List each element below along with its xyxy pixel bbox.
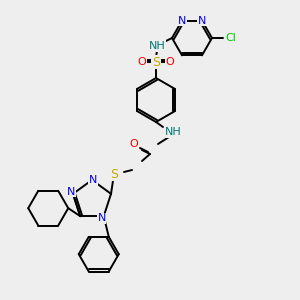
Text: S: S [110,167,118,181]
Text: N: N [67,187,75,197]
Text: N: N [178,16,186,26]
Text: Cl: Cl [226,33,236,43]
Text: N: N [89,175,97,185]
Text: S: S [152,56,160,68]
Text: O: O [166,57,174,67]
Text: NH: NH [165,127,182,137]
Text: O: O [130,139,138,149]
Text: O: O [138,57,146,67]
Text: NH: NH [148,41,165,51]
Text: N: N [198,16,206,26]
Text: N: N [98,213,106,223]
